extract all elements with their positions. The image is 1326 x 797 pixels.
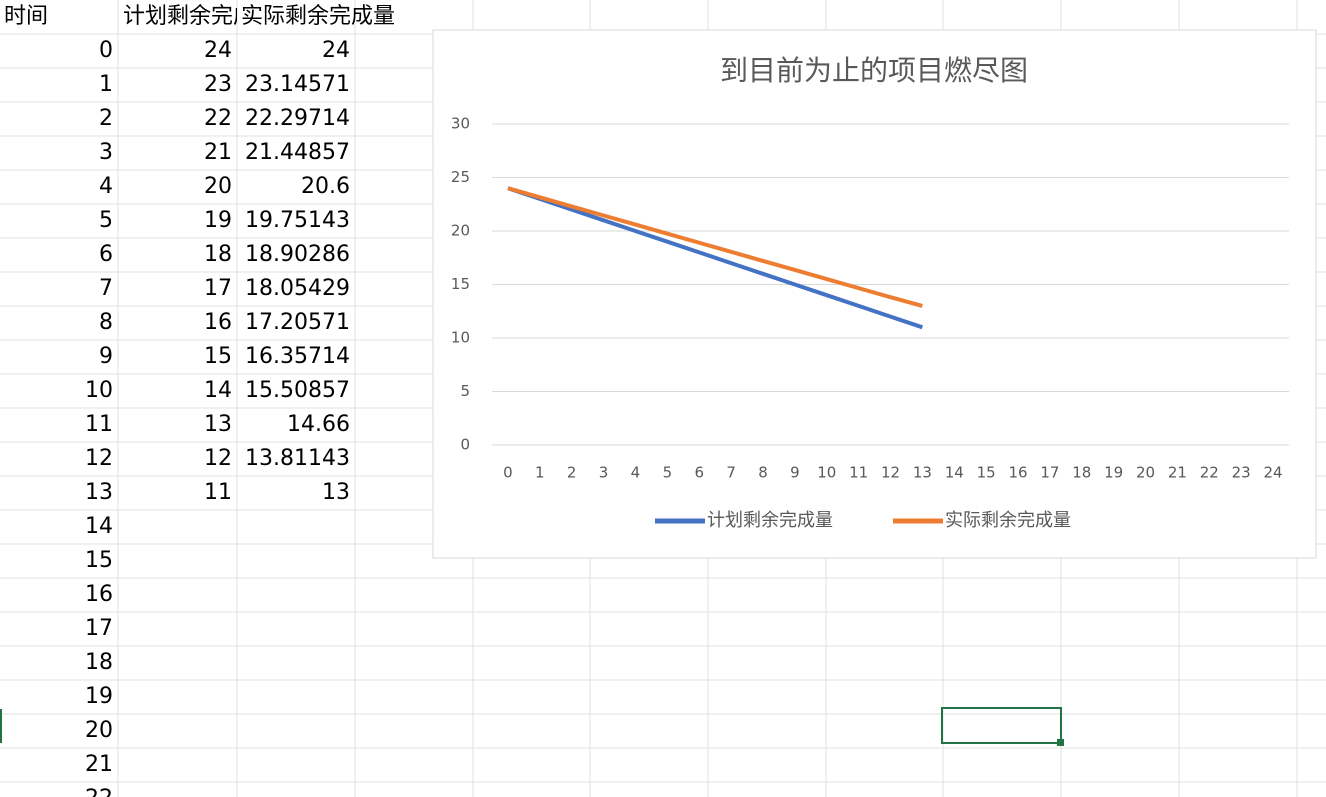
header-cell: 计划剩余完成量 [123,4,277,29]
series-line [507,186,924,330]
time-cell: 10 [85,378,113,403]
x-tick-label: 9 [790,464,800,482]
x-tick-label: 8 [758,464,768,482]
value-cell: 15.50857 [245,378,350,403]
x-tick-label: 7 [726,464,736,482]
value-cell: 14 [204,378,232,403]
value-cell: 13 [322,480,350,505]
y-tick-label: 5 [460,382,470,400]
time-cell: 9 [99,344,113,369]
time-cell: 17 [85,616,113,641]
x-tick-label: 24 [1264,464,1283,482]
time-cell: 21 [85,752,113,777]
time-cell: 2 [99,106,113,131]
time-cell: 13 [85,480,113,505]
value-cell: 11 [204,480,232,505]
value-cell: 23.14571 [245,72,350,97]
x-tick-label: 10 [817,464,836,482]
time-cell: 22 [85,786,113,797]
value-cell: 24 [204,38,232,63]
x-tick-label: 12 [881,464,900,482]
value-cell: 17 [204,276,232,301]
x-tick-label: 3 [599,464,609,482]
chart-title: 到目前为止的项目燃尽图 [720,54,1028,87]
y-tick-label: 15 [451,275,470,293]
time-cell: 16 [85,582,113,607]
time-cell: 7 [99,276,113,301]
time-cell: 20 [85,718,113,743]
time-cell: 18 [85,650,113,675]
selected-cell[interactable] [941,707,1062,744]
value-cell: 18.90286 [245,242,350,267]
time-cell: 4 [99,174,113,199]
x-tick-label: 18 [1072,464,1091,482]
value-cell: 14.66 [287,412,350,437]
time-cell: 19 [85,684,113,709]
x-tick-label: 17 [1040,464,1059,482]
value-cell: 20.6 [301,174,350,199]
x-tick-label: 16 [1008,464,1027,482]
value-cell: 13 [204,412,232,437]
time-cell: 0 [99,38,113,63]
time-cell: 15 [85,548,113,573]
x-tick-label: 22 [1200,464,1219,482]
time-cell: 6 [99,242,113,267]
value-cell: 22.29714 [245,106,350,131]
time-cell: 3 [99,140,113,165]
x-tick-label: 11 [849,464,868,482]
x-tick-label: 4 [631,464,641,482]
x-tick-label: 13 [913,464,932,482]
x-tick-label: 20 [1136,464,1155,482]
x-tick-label: 1 [535,464,545,482]
series-line [507,186,923,308]
value-cell: 17.20571 [245,310,350,335]
value-cell: 18 [204,242,232,267]
x-tick-label: 14 [945,464,964,482]
x-tick-label: 15 [977,464,996,482]
x-tick-label: 2 [567,464,577,482]
value-cell: 16.35714 [245,344,350,369]
value-cell: 23 [204,72,232,97]
time-cell: 11 [85,412,113,437]
y-tick-label: 30 [451,115,470,133]
x-tick-label: 6 [694,464,704,482]
value-cell: 19.75143 [245,208,350,233]
x-tick-label: 19 [1104,464,1123,482]
y-tick-label: 20 [451,222,470,240]
y-tick-label: 10 [451,329,470,347]
time-cell: 1 [99,72,113,97]
value-cell: 22 [204,106,232,131]
y-tick-label: 0 [460,436,470,454]
x-tick-label: 21 [1168,464,1187,482]
value-cell: 12 [204,446,232,471]
legend-label: 计划剩余完成量 [707,510,833,531]
value-cell: 19 [204,208,232,233]
value-cell: 24 [322,38,350,63]
value-cell: 13.81143 [245,446,350,471]
value-cell: 20 [204,174,232,199]
value-cell: 18.05429 [245,276,350,301]
value-cell: 15 [204,344,232,369]
row-indicator [0,709,2,743]
x-tick-label: 0 [503,464,513,482]
time-cell: 12 [85,446,113,471]
x-tick-label: 5 [663,464,673,482]
legend-label: 实际剩余完成量 [945,510,1071,531]
value-cell: 21 [204,140,232,165]
value-cell: 16 [204,310,232,335]
value-cell: 21.44857 [245,140,350,165]
time-cell: 5 [99,208,113,233]
x-tick-label: 23 [1232,464,1251,482]
header-cell: 时间 [4,4,48,29]
header-cell: 实际剩余完成量 [241,4,395,29]
time-cell: 8 [99,310,113,335]
time-cell: 14 [85,514,113,539]
fill-handle[interactable] [1057,739,1064,746]
y-tick-label: 25 [451,168,470,186]
